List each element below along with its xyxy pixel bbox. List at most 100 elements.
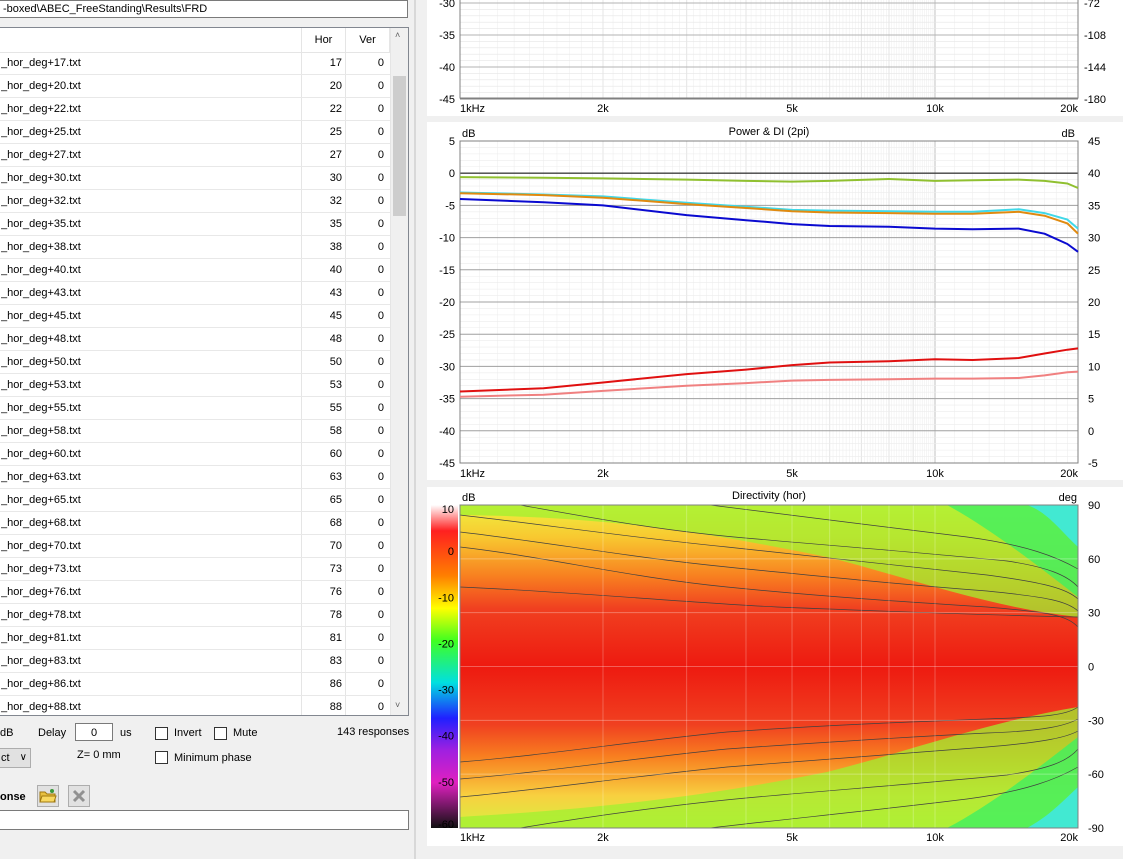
table-row[interactable]: _hor_deg+58.txt 58 0: [0, 420, 390, 443]
col-name-header[interactable]: [0, 28, 302, 52]
col-hor-header[interactable]: Hor: [302, 28, 346, 52]
table-row[interactable]: _hor_deg+22.txt 22 0: [0, 98, 390, 121]
row-ver[interactable]: 0: [377, 517, 384, 529]
row-ver[interactable]: 0: [377, 310, 384, 322]
table-row[interactable]: _hor_deg+43.txt 43 0: [0, 282, 390, 305]
scroll-thumb[interactable]: [393, 76, 406, 216]
row-hor[interactable]: 22: [302, 98, 346, 120]
row-hor[interactable]: 81: [302, 627, 346, 649]
min-phase-checkbox[interactable]: [155, 751, 168, 764]
row-hor[interactable]: 38: [302, 236, 346, 258]
table-row[interactable]: _hor_deg+53.txt 53 0: [0, 374, 390, 397]
row-ver[interactable]: 0: [377, 333, 384, 345]
delete-response-button[interactable]: [68, 785, 90, 807]
row-hor[interactable]: 83: [302, 650, 346, 672]
row-ver[interactable]: 0: [377, 678, 384, 690]
row-ver[interactable]: 0: [377, 57, 384, 69]
table-row[interactable]: _hor_deg+32.txt 32 0: [0, 190, 390, 213]
path-field[interactable]: -boxed\ABEC_FreeStanding\Results\FRD: [0, 0, 408, 18]
table-row[interactable]: _hor_deg+86.txt 86 0: [0, 673, 390, 696]
table-row[interactable]: _hor_deg+30.txt 30 0: [0, 167, 390, 190]
row-ver[interactable]: 0: [377, 149, 384, 161]
scroll-down-icon[interactable]: ˅: [395, 700, 401, 710]
row-hor[interactable]: 25: [302, 121, 346, 143]
row-ver[interactable]: 0: [377, 701, 384, 713]
list-scrollbar[interactable]: ˄ ˅: [390, 28, 408, 715]
table-row[interactable]: _hor_deg+25.txt 25 0: [0, 121, 390, 144]
table-row[interactable]: _hor_deg+70.txt 70 0: [0, 535, 390, 558]
table-row[interactable]: _hor_deg+73.txt 73 0: [0, 558, 390, 581]
row-hor[interactable]: 40: [302, 259, 346, 281]
row-hor[interactable]: 32: [302, 190, 346, 212]
row-ver[interactable]: 0: [377, 287, 384, 299]
table-row[interactable]: _hor_deg+38.txt 38 0: [0, 236, 390, 259]
mute-checkbox[interactable]: [214, 727, 227, 740]
open-response-button[interactable]: [37, 785, 59, 807]
row-hor[interactable]: 45: [302, 305, 346, 327]
row-hor[interactable]: 27: [302, 144, 346, 166]
table-row[interactable]: _hor_deg+40.txt 40 0: [0, 259, 390, 282]
table-row[interactable]: _hor_deg+48.txt 48 0: [0, 328, 390, 351]
scroll-up-icon[interactable]: ˄: [395, 30, 401, 40]
row-ver[interactable]: 0: [377, 425, 384, 437]
table-row[interactable]: _hor_deg+50.txt 50 0: [0, 351, 390, 374]
response-list[interactable]: Hor Ver _hor_deg+17.txt 17 0 _hor_deg+20.tx…: [0, 27, 409, 716]
row-hor[interactable]: 55: [302, 397, 346, 419]
row-ver[interactable]: 0: [377, 494, 384, 506]
row-hor[interactable]: 73: [302, 558, 346, 580]
delay-input[interactable]: 0: [75, 723, 113, 741]
row-hor[interactable]: 53: [302, 374, 346, 396]
invert-checkbox[interactable]: [155, 727, 168, 740]
row-ver[interactable]: 0: [377, 126, 384, 138]
row-hor[interactable]: 58: [302, 420, 346, 442]
row-ver[interactable]: 0: [377, 264, 384, 276]
row-hor[interactable]: 17: [302, 52, 346, 74]
table-row[interactable]: _hor_deg+76.txt 76 0: [0, 581, 390, 604]
table-row[interactable]: _hor_deg+83.txt 83 0: [0, 650, 390, 673]
table-row[interactable]: _hor_deg+55.txt 55 0: [0, 397, 390, 420]
row-hor[interactable]: 63: [302, 466, 346, 488]
row-hor[interactable]: 70: [302, 535, 346, 557]
row-ver[interactable]: 0: [377, 195, 384, 207]
combo-select[interactable]: ct ∨: [0, 748, 31, 768]
row-hor[interactable]: 76: [302, 581, 346, 603]
row-hor[interactable]: 68: [302, 512, 346, 534]
row-hor[interactable]: 60: [302, 443, 346, 465]
table-row[interactable]: _hor_deg+88.txt 88 0: [0, 696, 390, 715]
row-hor[interactable]: 78: [302, 604, 346, 626]
row-hor[interactable]: 43: [302, 282, 346, 304]
row-ver[interactable]: 0: [377, 609, 384, 621]
table-row[interactable]: _hor_deg+81.txt 81 0: [0, 627, 390, 650]
response-field[interactable]: [0, 810, 409, 830]
row-ver[interactable]: 0: [377, 241, 384, 253]
table-row[interactable]: _hor_deg+78.txt 78 0: [0, 604, 390, 627]
table-row[interactable]: _hor_deg+17.txt 17 0: [0, 52, 390, 75]
row-ver[interactable]: 0: [377, 402, 384, 414]
table-row[interactable]: _hor_deg+63.txt 63 0: [0, 466, 390, 489]
row-ver[interactable]: 0: [377, 655, 384, 667]
row-hor[interactable]: 20: [302, 75, 346, 97]
row-hor[interactable]: 65: [302, 489, 346, 511]
table-row[interactable]: _hor_deg+65.txt 65 0: [0, 489, 390, 512]
table-row[interactable]: _hor_deg+27.txt 27 0: [0, 144, 390, 167]
row-ver[interactable]: 0: [377, 632, 384, 644]
row-ver[interactable]: 0: [377, 80, 384, 92]
row-hor[interactable]: 86: [302, 673, 346, 695]
row-hor[interactable]: 35: [302, 213, 346, 235]
table-row[interactable]: _hor_deg+35.txt 35 0: [0, 213, 390, 236]
row-ver[interactable]: 0: [377, 586, 384, 598]
row-ver[interactable]: 0: [377, 103, 384, 115]
row-ver[interactable]: 0: [377, 471, 384, 483]
table-row[interactable]: _hor_deg+45.txt 45 0: [0, 305, 390, 328]
row-ver[interactable]: 0: [377, 563, 384, 575]
row-ver[interactable]: 0: [377, 218, 384, 230]
row-ver[interactable]: 0: [377, 379, 384, 391]
row-hor[interactable]: 48: [302, 328, 346, 350]
table-row[interactable]: _hor_deg+20.txt 20 0: [0, 75, 390, 98]
row-hor[interactable]: 30: [302, 167, 346, 189]
row-ver[interactable]: 0: [377, 540, 384, 552]
row-hor[interactable]: 50: [302, 351, 346, 373]
row-ver[interactable]: 0: [377, 356, 384, 368]
splitter[interactable]: [414, 0, 416, 859]
row-ver[interactable]: 0: [377, 172, 384, 184]
